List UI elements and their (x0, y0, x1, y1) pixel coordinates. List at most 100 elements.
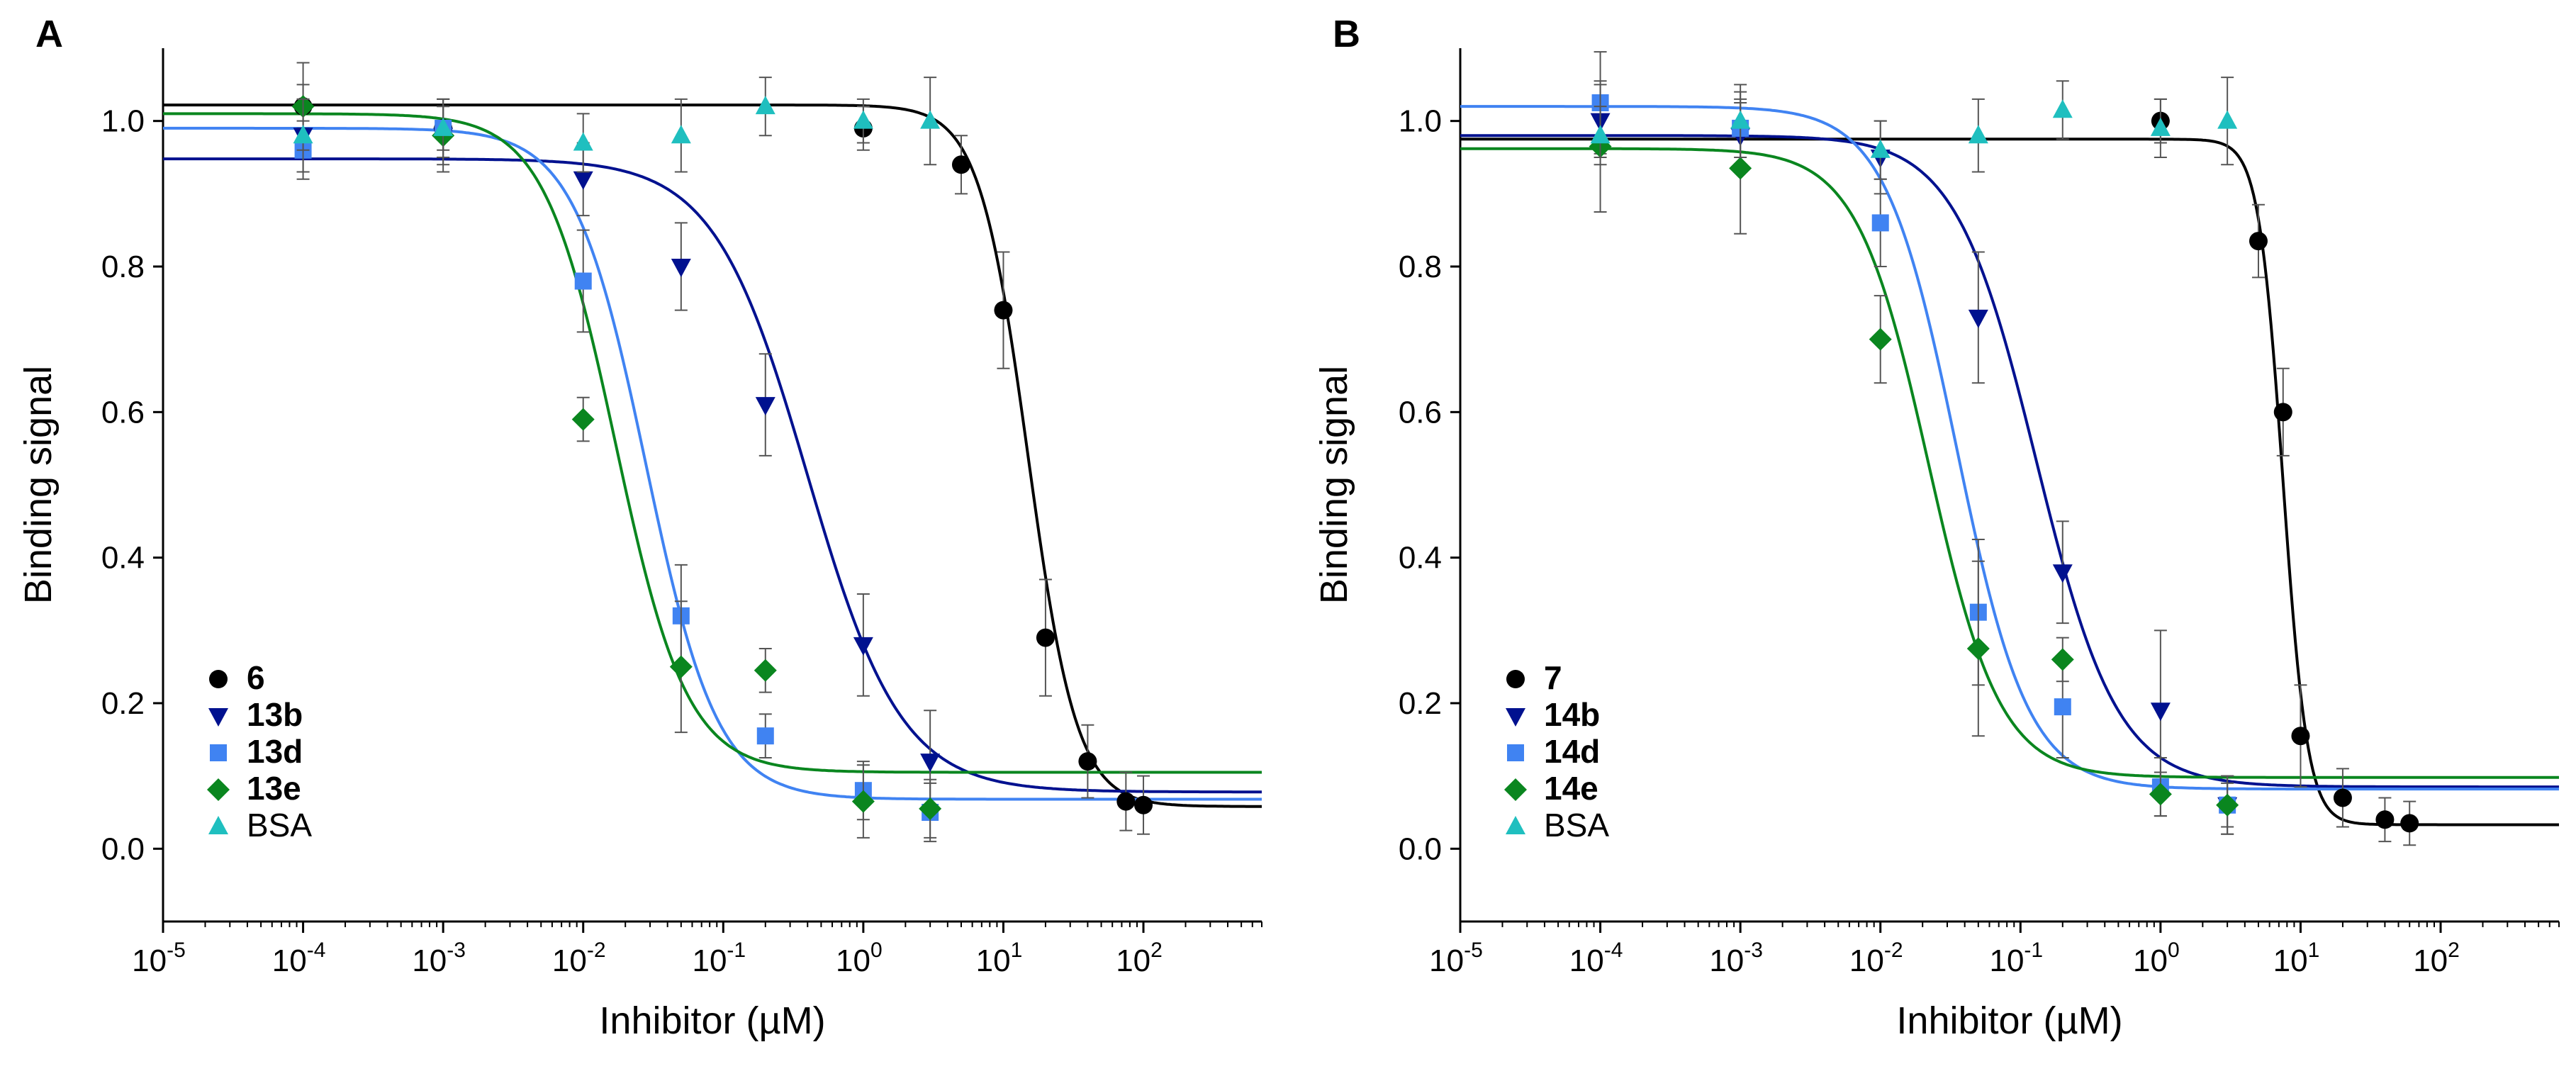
fit-curve-6 (163, 103, 1262, 808)
y-tick-label: 0.2 (1399, 686, 1442, 721)
x-tick-exponent: -4 (307, 939, 326, 962)
data-point-7 (2400, 814, 2419, 833)
y-tick-label: 1.0 (1399, 104, 1442, 139)
data-point-bsa (671, 125, 691, 144)
x-tick-base: 10 (2133, 943, 2168, 978)
data-point-13e (919, 797, 942, 820)
legend-marker-14b (1506, 708, 1525, 727)
x-tick-label: 10-5 (1429, 939, 1483, 978)
y-tick-label: 0.8 (1399, 250, 1442, 284)
x-tick-base: 10 (692, 943, 727, 978)
legend-label: 13d (247, 733, 303, 770)
x-tick-exponent: 2 (1150, 939, 1163, 962)
x-tick-label: 100 (836, 939, 883, 978)
x-tick-exponent: -4 (1604, 939, 1623, 962)
x-tick-base: 10 (1849, 943, 1884, 978)
x-tick-base: 10 (2413, 943, 2448, 978)
data-point-6 (1134, 795, 1153, 814)
y-tick-label: 0.6 (1399, 395, 1442, 430)
data-point-13b (671, 259, 691, 277)
legend-label: 14b (1544, 696, 1600, 733)
x-tick-base: 10 (1116, 943, 1150, 978)
x-tick-exponent: -3 (1744, 939, 1763, 962)
y-tick-label: 0.4 (101, 541, 145, 576)
fit-curve-13e (163, 112, 1262, 774)
data-point-14b (2052, 564, 2073, 583)
data-point-13d (756, 727, 774, 745)
x-tick-label: 10-3 (412, 939, 466, 978)
y-tick-label: 0.0 (1399, 831, 1442, 866)
legend-marker-13d (210, 744, 227, 761)
data-point-bsa (1968, 125, 1988, 144)
x-tick-exponent: -1 (2024, 939, 2043, 962)
data-point-bsa (1730, 110, 1751, 129)
legend-marker-7 (1506, 670, 1525, 688)
x-tick-base: 10 (1709, 943, 1744, 978)
data-point-bsa (755, 96, 775, 115)
x-tick-label: 10-1 (1989, 939, 2043, 978)
legend-marker-bsa (208, 816, 228, 834)
x-tick-label: 10-2 (552, 939, 606, 978)
legend-label: BSA (1544, 807, 1609, 844)
legend-label: 6 (247, 659, 265, 696)
data-point-7 (2375, 810, 2395, 829)
y-tick-label: 0.8 (101, 250, 145, 284)
data-point-13b (920, 754, 941, 773)
data-point-13b (755, 397, 775, 416)
x-tick-exponent: -5 (167, 939, 186, 962)
y-axis-title: Binding signal (1313, 366, 1355, 604)
data-point-14e (1729, 157, 1752, 180)
data-point-13b (853, 637, 873, 656)
data-point-bsa (920, 110, 941, 129)
data-point-bsa (2052, 99, 2073, 118)
x-tick-exponent: 0 (870, 939, 883, 962)
x-tick-exponent: -2 (1884, 939, 1903, 962)
data-point-13e (571, 408, 595, 431)
legend-label: 13e (247, 770, 301, 807)
legend-marker-13e (207, 778, 230, 801)
x-tick-label: 10-5 (132, 939, 186, 978)
panel-label: A (35, 13, 63, 55)
data-point-6 (1036, 628, 1055, 647)
legend-marker-14d (1507, 744, 1524, 761)
y-tick-label: 0.2 (101, 686, 145, 721)
chart-panel-a: A0.00.20.40.60.81.010-5 10-4 10-3 10-2 10-1 1… (17, 13, 1262, 1042)
x-tick-base: 10 (1989, 943, 2024, 978)
data-point-6 (1116, 792, 1136, 811)
data-point-bsa (293, 125, 313, 144)
data-point-bsa (573, 132, 593, 151)
x-tick-base: 10 (2273, 943, 2308, 978)
data-point-14d (1871, 214, 1889, 232)
x-tick-label: 10-4 (272, 939, 326, 978)
x-tick-label: 100 (2133, 939, 2180, 978)
data-point-bsa (2150, 117, 2171, 136)
x-tick-base: 10 (272, 943, 307, 978)
x-tick-base: 10 (132, 943, 167, 978)
chart-panel-b: B0.00.20.40.60.81.010-5 10-4 10-3 10-2 10-1 1… (1313, 13, 2560, 1042)
fit-curve-14d (1460, 105, 2559, 791)
data-point-13e (851, 790, 875, 813)
data-point-13b (573, 171, 593, 190)
x-tick-exponent: -5 (1464, 939, 1483, 962)
data-point-14e (1966, 637, 1990, 660)
data-point-14e (2149, 783, 2172, 806)
legend-marker-bsa (1506, 816, 1525, 834)
y-tick-label: 0.0 (101, 831, 145, 866)
x-tick-exponent: 2 (2448, 939, 2460, 962)
data-point-7 (2333, 788, 2352, 807)
fit-curve-14b (1460, 134, 2559, 789)
x-tick-exponent: -2 (587, 939, 606, 962)
x-axis-title: Inhibitor (µM) (1896, 999, 2122, 1042)
data-point-14e (2051, 648, 2074, 671)
y-axis-title: Binding signal (17, 366, 60, 604)
x-tick-label: 10-2 (1849, 939, 1903, 978)
legend-label: 7 (1544, 659, 1562, 696)
x-tick-label: 10-3 (1709, 939, 1763, 978)
fit-curve-7 (1460, 138, 2559, 827)
x-tick-exponent: 1 (1011, 939, 1023, 962)
data-point-bsa (433, 117, 454, 136)
data-point-bsa (1870, 139, 1891, 158)
legend-marker-6 (209, 670, 228, 688)
x-tick-label: 10-1 (692, 939, 746, 978)
y-tick-label: 1.0 (101, 104, 145, 139)
